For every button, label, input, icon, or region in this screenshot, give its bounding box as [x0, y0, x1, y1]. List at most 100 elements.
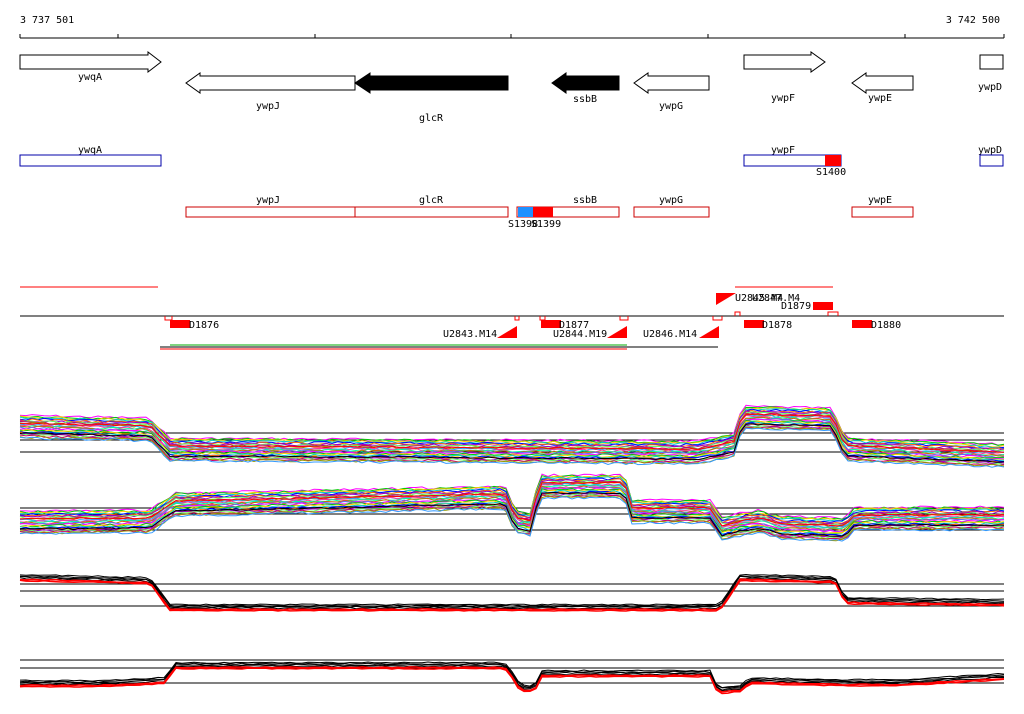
segment-block: [744, 320, 764, 328]
upshift-U2844[interactable]: U2844.M19: [553, 326, 627, 340]
gene-arrow: [551, 72, 620, 94]
gene-glcR[interactable]: glcR: [354, 72, 509, 124]
profile-curve-black: [19, 573, 1005, 606]
minus-box-glcR[interactable]: glcR: [354, 195, 509, 218]
plus-box-ywpD[interactable]: ywpD: [978, 145, 1004, 167]
profile-curve-black: [19, 665, 1004, 692]
segment-D1879[interactable]: D1879: [781, 301, 833, 312]
upshift-triangle: [716, 293, 736, 305]
gene-label: ywpF: [771, 93, 795, 104]
gene-ywpG[interactable]: ywpG: [633, 72, 710, 112]
box-label: ywpG: [659, 195, 683, 206]
segment-D1877[interactable]: D1877: [541, 320, 589, 331]
box-label: ywpF: [771, 145, 795, 156]
gene-arrow: [743, 51, 826, 73]
minus-feature-S1399[interactable]: S1399: [531, 207, 561, 230]
profile-curve-red: [20, 413, 1004, 453]
ruler-start-label: 3 737 501: [20, 15, 74, 26]
box-label: glcR: [419, 195, 444, 206]
profile-curve-black: [19, 575, 1005, 609]
segmentation-track: D1876 D1877 D1878 D1880 D1879 U2843.M14 …: [20, 286, 1004, 350]
segment-block: [170, 320, 190, 328]
gene-label: ywpD: [978, 82, 1002, 93]
expression-profile-panels: [19, 404, 1005, 695]
profile-curve: [19, 411, 1005, 452]
profile-curve: [19, 427, 1005, 468]
box-label: ywpJ: [256, 195, 280, 206]
upshift-label: U2843.M14: [443, 329, 497, 340]
minus-box-ywpE[interactable]: ywpE: [851, 195, 914, 218]
upshift-U2846[interactable]: U2846.M14: [643, 326, 719, 340]
profile-curve-red: [19, 481, 1005, 527]
segment-D1880[interactable]: D1880: [852, 320, 901, 331]
profile-curve-black: [19, 662, 1005, 689]
upshift-triangle: [607, 326, 627, 338]
segment-D1878[interactable]: D1878: [744, 320, 792, 331]
segment-block: [813, 302, 833, 310]
feature-label: S1398: [508, 219, 538, 230]
segment-block: [541, 320, 561, 328]
feature-label: S1399: [531, 219, 561, 230]
segment-label: D1878: [762, 320, 792, 331]
gene-label: ssbB: [573, 94, 597, 105]
segment-label: D1880: [871, 320, 901, 331]
segment-label: D1877: [559, 320, 589, 331]
coordinate-ruler: 3 737 501 3 742 500: [19, 15, 1005, 39]
box-outline: [185, 206, 356, 218]
gene-arrow: [185, 72, 356, 94]
box-outline: [851, 206, 914, 218]
gene-ywqA[interactable]: ywqA: [19, 50, 162, 83]
box-label: ssbB: [573, 195, 597, 206]
minus-box-ywpJ[interactable]: ywpJ: [185, 195, 356, 218]
upshift-U2845[interactable]: U2845.M4: [716, 293, 783, 305]
plus-feature-S1400[interactable]: S1400: [816, 155, 846, 178]
minus-feature-S1398[interactable]: S1398: [508, 207, 538, 230]
box-outline: [516, 206, 620, 218]
gene-ywpF[interactable]: ywpF: [743, 51, 826, 104]
box-label: ywpE: [868, 195, 892, 206]
gene-arrow: [354, 72, 509, 94]
upshift-triangle: [699, 326, 719, 338]
box-outline: [19, 154, 162, 167]
gene-arrow: [633, 72, 710, 94]
ruler-ticks: [19, 34, 1005, 38]
minus-strand-track: ywpJ glcR ssbB ywpG ywpE S1398 S1399: [185, 195, 914, 230]
gene-label: ywpE: [868, 93, 892, 104]
gene-label: glcR: [419, 113, 444, 124]
profile-curve-red: [19, 579, 1005, 612]
upshift-label: U2844.M19: [553, 329, 607, 340]
gene-label: ywqA: [78, 72, 102, 83]
segment-D1876[interactable]: D1876: [170, 320, 219, 331]
plus-box-ywqA[interactable]: ywqA: [19, 145, 162, 167]
box-label: ywqA: [78, 145, 102, 156]
feature-block: [533, 207, 553, 217]
box-outline: [979, 154, 1004, 167]
gene-ywpD[interactable]: ywpD: [978, 54, 1004, 93]
upshift-U2843[interactable]: U2843.M14: [443, 326, 517, 340]
upshift-label: U2845.M4: [735, 293, 783, 304]
profile-curve-red: [19, 666, 1005, 693]
profile-curve: [19, 477, 1005, 523]
minus-box-ywpG[interactable]: ywpG: [633, 195, 710, 218]
gene-ywpJ[interactable]: ywpJ: [185, 72, 356, 112]
minus-box-ssbB[interactable]: ssbB: [516, 195, 620, 218]
gene-ssbB[interactable]: ssbB: [551, 72, 620, 105]
gene-ywpE[interactable]: ywpE: [851, 72, 914, 104]
upshift-label: U2846.M14: [643, 329, 697, 340]
box-label: ywpD: [978, 145, 1002, 156]
profile-curve-mean: [19, 423, 1005, 463]
feature-block: [518, 207, 533, 217]
segment-label: D1879: [781, 301, 811, 312]
profile-curve-black: [19, 575, 1005, 607]
profile-curve-black: [19, 661, 1005, 689]
profile-curve-mean: [20, 491, 1005, 537]
segment-block: [852, 320, 872, 328]
segment-label: D1876: [189, 320, 219, 331]
box-outline: [633, 206, 710, 218]
profile-curve: [19, 407, 1005, 448]
upshift-U2847[interactable]: U2847.M4: [752, 293, 800, 304]
feature-block: [825, 155, 841, 166]
gene-annotation-track: ywqA ywpJ glcR ssbB ywpG ywpF ywpE ywpD: [19, 50, 1004, 124]
feature-label: S1400: [816, 167, 846, 178]
